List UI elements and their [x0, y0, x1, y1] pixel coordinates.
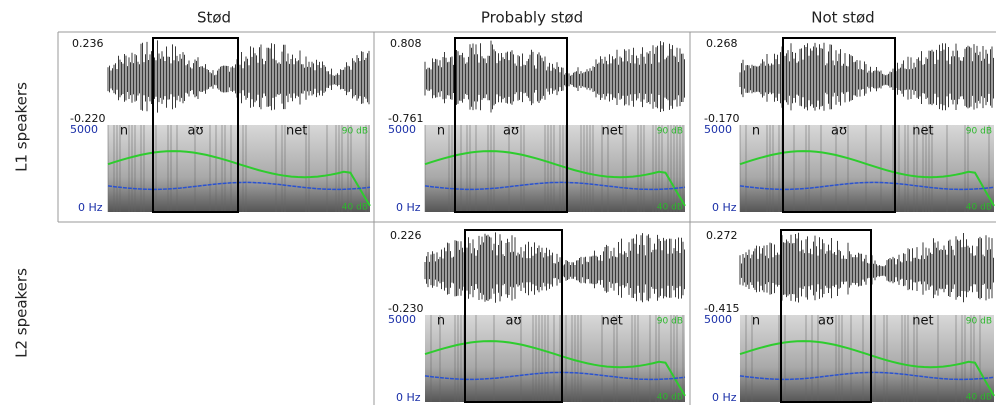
- spectrogram: [425, 125, 685, 212]
- frequency-min: 0 Hz: [396, 201, 421, 214]
- db-label: 90 dB: [342, 127, 368, 137]
- segment-label: n: [752, 314, 760, 329]
- amplitude-max: 0.226: [390, 229, 422, 242]
- highlight-box: [152, 37, 239, 213]
- pitch-curve: [739, 371, 995, 381]
- db-label: 40 dB: [966, 393, 992, 403]
- amplitude-min: -0.220: [70, 112, 105, 125]
- amplitude-min: -0.230: [388, 302, 423, 315]
- amplitude-max: 0.272: [706, 229, 738, 242]
- spectrogram: [740, 125, 994, 212]
- segment-label: net: [912, 314, 933, 329]
- frequency-max: 5000: [704, 123, 732, 136]
- waveform: [107, 40, 370, 113]
- segment-label: aʊ: [188, 124, 204, 139]
- intensity-curve: [424, 340, 686, 397]
- db-label: 40 dB: [966, 203, 992, 213]
- db-label: 90 dB: [657, 127, 683, 137]
- amplitude-min: -0.170: [704, 112, 739, 125]
- spectrogram: [425, 315, 685, 402]
- db-label: 90 dB: [966, 127, 992, 137]
- column-header: Stød: [197, 9, 231, 27]
- db-label: 90 dB: [966, 317, 992, 327]
- row-label: L2 speakers: [13, 268, 31, 358]
- spectrogram-texture: [424, 125, 684, 212]
- intensity-curve: [424, 150, 686, 207]
- segment-label: net: [912, 124, 933, 139]
- segment-label: net: [286, 124, 307, 139]
- segment-label: aʊ: [503, 124, 519, 139]
- segment-label: aʊ: [818, 314, 834, 329]
- amplitude-max: 0.808: [390, 37, 422, 50]
- waveform: [424, 232, 685, 303]
- frequency-min: 0 Hz: [396, 391, 421, 404]
- frequency-max: 5000: [388, 313, 416, 326]
- frequency-max: 5000: [704, 313, 732, 326]
- waveform: [424, 40, 685, 113]
- intensity-curve: [739, 340, 995, 397]
- waveform: [739, 42, 994, 111]
- db-label: 40 dB: [657, 393, 683, 403]
- segment-label: aʊ: [506, 314, 522, 329]
- segment-label: n: [437, 124, 445, 139]
- highlight-box: [464, 229, 563, 403]
- column-header: Not stød: [811, 9, 874, 27]
- highlight-box: [782, 37, 896, 213]
- column-header: Probably stød: [481, 9, 583, 27]
- amplitude-min: -0.761: [388, 112, 423, 125]
- waveform: [739, 232, 994, 303]
- db-label: 40 dB: [342, 203, 368, 213]
- segment-label: net: [602, 314, 623, 329]
- spectrogram-texture: [745, 315, 981, 402]
- frequency-min: 0 Hz: [712, 201, 737, 214]
- amplitude-min: -0.415: [704, 302, 739, 315]
- spectrogram: [740, 315, 994, 402]
- pitch-curve: [424, 371, 686, 381]
- pitch-curve: [424, 181, 686, 191]
- segment-label: n: [120, 124, 128, 139]
- highlight-box: [454, 37, 568, 213]
- grid: [57, 31, 996, 405]
- db-label: 40 dB: [657, 203, 683, 213]
- frequency-min: 0 Hz: [712, 391, 737, 404]
- spectrogram-texture: [107, 125, 370, 212]
- frequency-max: 5000: [388, 123, 416, 136]
- amplitude-max: 0.236: [72, 37, 104, 50]
- db-label: 90 dB: [657, 317, 683, 327]
- amplitude-max: 0.268: [706, 37, 738, 50]
- frequency-max: 5000: [70, 123, 98, 136]
- segment-label: n: [752, 124, 760, 139]
- spectrogram-texture: [430, 315, 684, 402]
- row-label: L1 speakers: [13, 82, 31, 172]
- segment-label: net: [602, 124, 623, 139]
- frequency-min: 0 Hz: [78, 201, 103, 214]
- segment-label: n: [437, 314, 445, 329]
- highlight-box: [780, 229, 872, 403]
- segment-label: aʊ: [831, 124, 847, 139]
